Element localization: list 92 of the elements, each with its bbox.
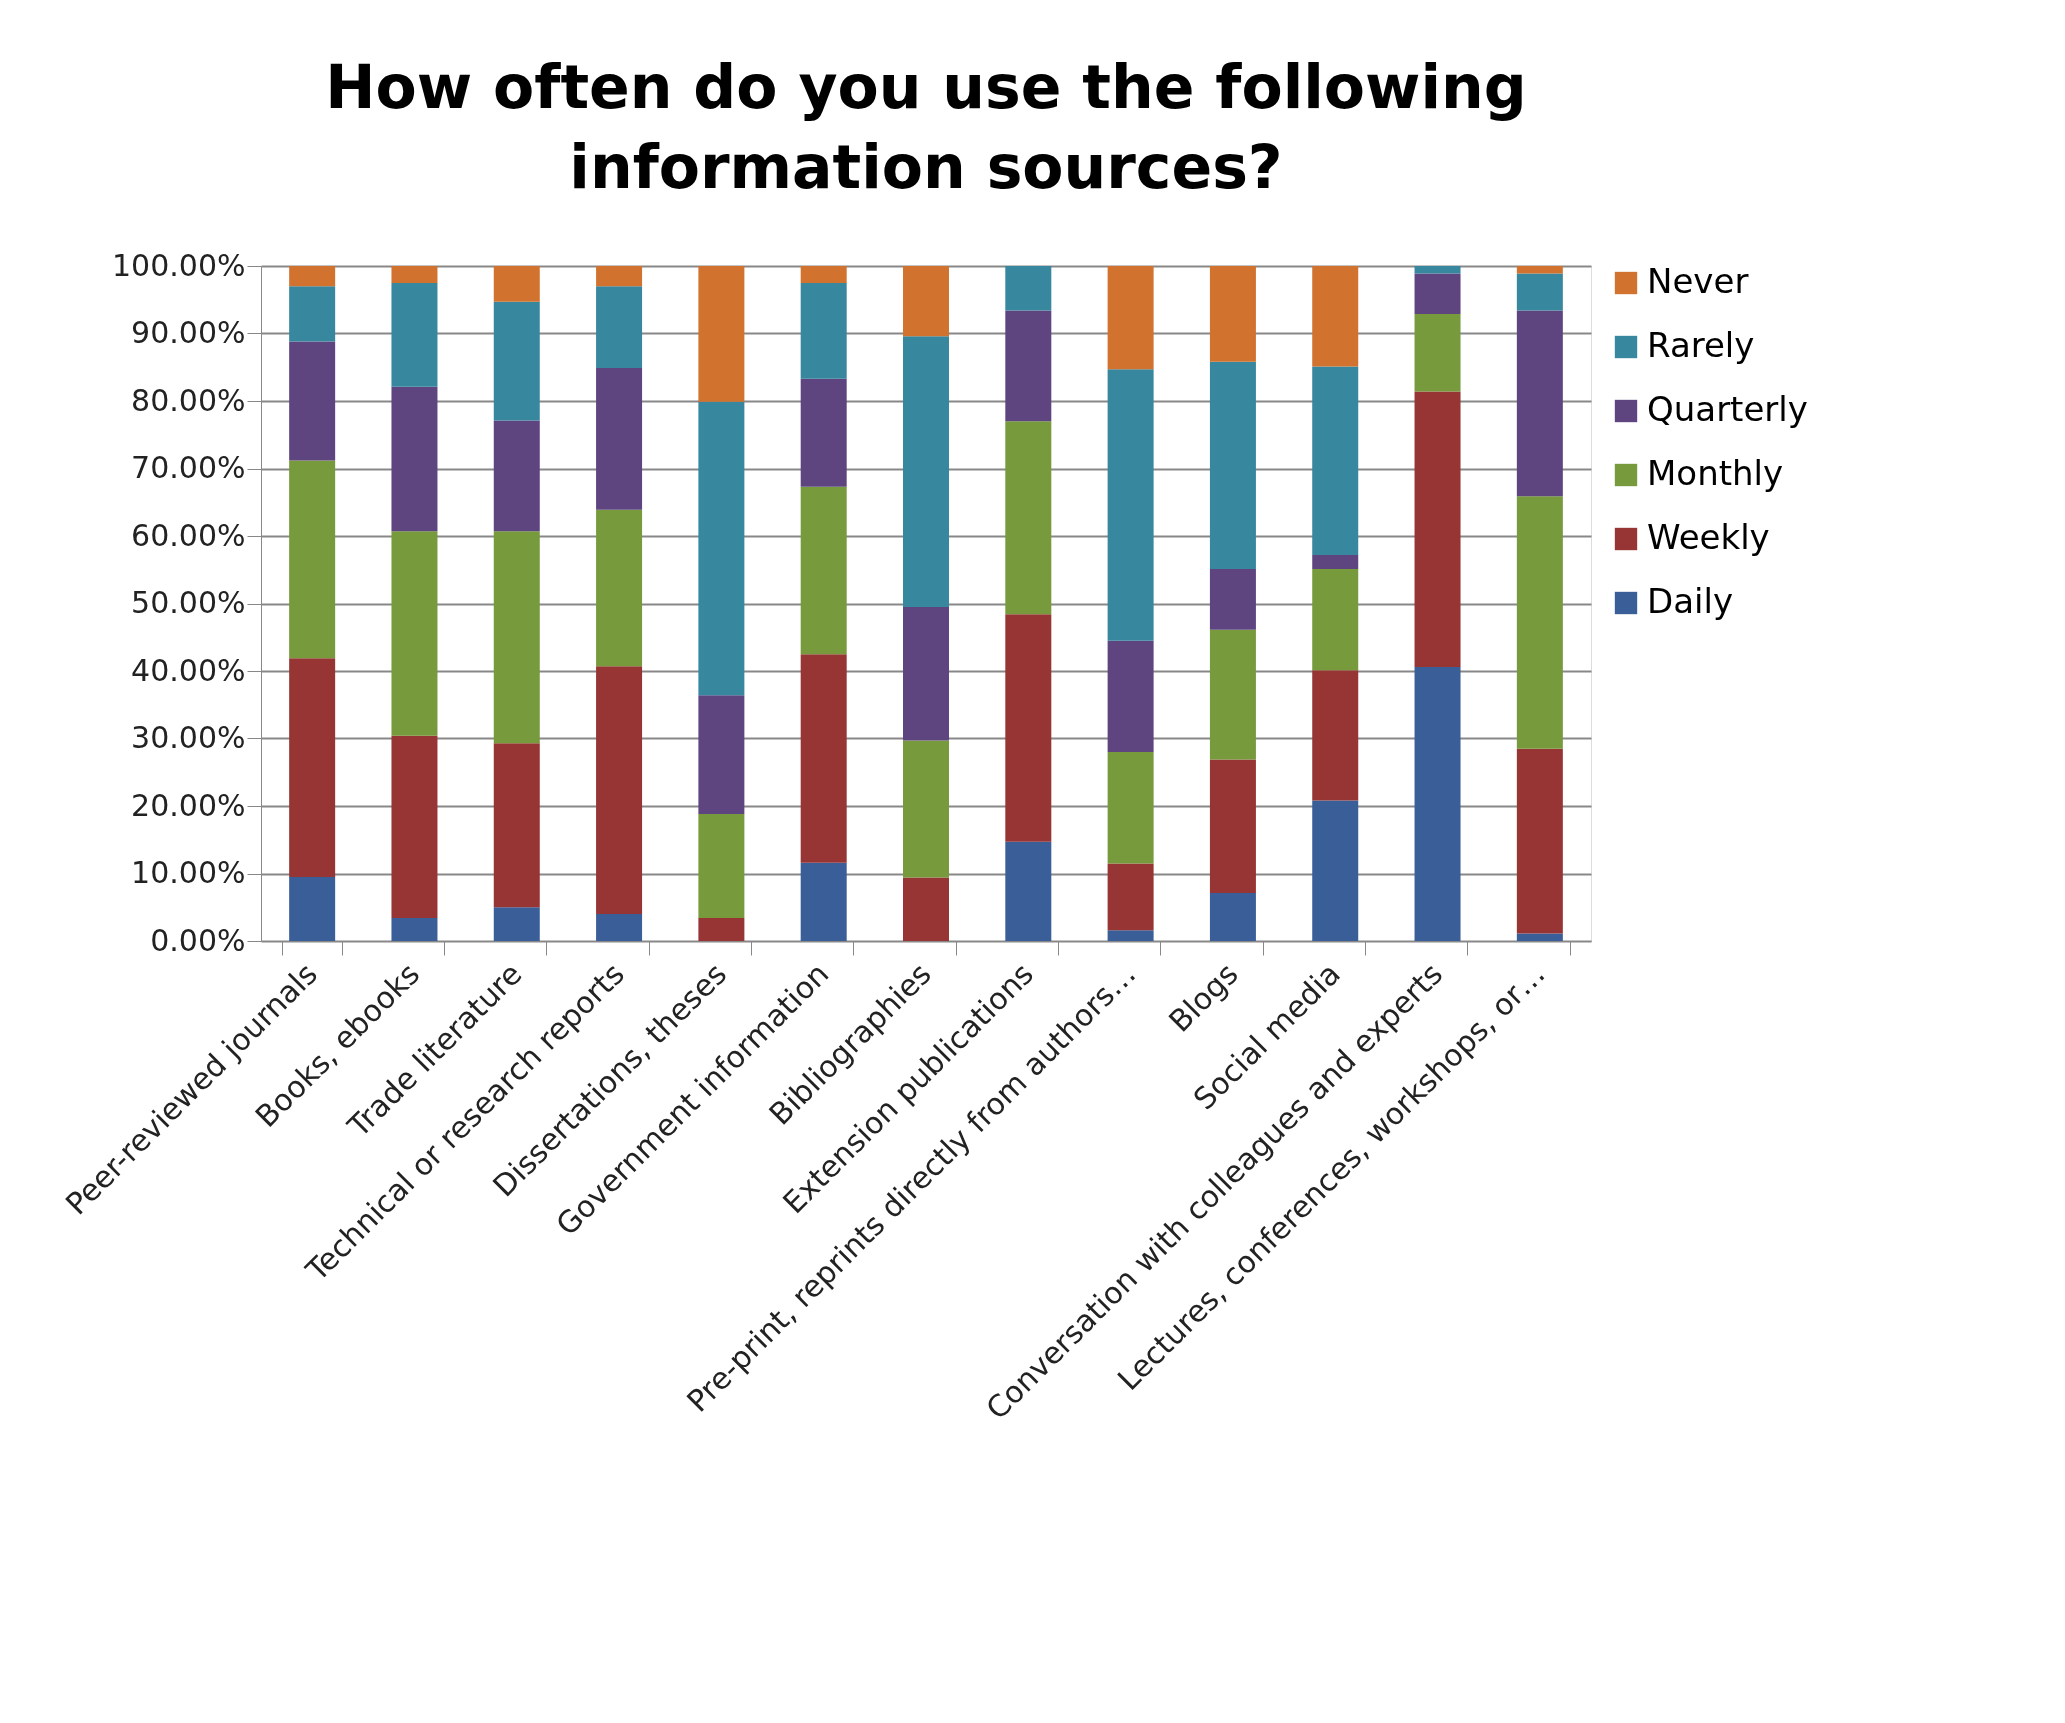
bar xyxy=(391,386,438,532)
bar xyxy=(596,266,643,287)
bar xyxy=(800,654,847,863)
y-tick-label: 20.00% xyxy=(131,787,246,823)
bar xyxy=(1209,266,1256,362)
bar xyxy=(391,531,438,736)
legend-label: Monthly xyxy=(1647,453,1784,493)
bar xyxy=(1312,366,1359,555)
bar xyxy=(493,301,540,421)
bar xyxy=(800,378,847,487)
bar xyxy=(1107,266,1154,370)
bar xyxy=(1005,310,1052,422)
y-tick-label: 30.00% xyxy=(131,720,246,755)
y-tick-label: 70.00% xyxy=(131,450,246,485)
bar xyxy=(1005,266,1052,311)
bar xyxy=(1107,640,1154,752)
bar xyxy=(493,907,540,941)
legend-label: Quarterly xyxy=(1647,389,1808,429)
bar xyxy=(800,486,847,655)
bar xyxy=(1414,391,1461,667)
bar xyxy=(1414,273,1461,314)
bar xyxy=(289,876,336,941)
bar xyxy=(1516,273,1563,311)
bar xyxy=(289,658,336,877)
bar xyxy=(1209,893,1256,941)
bar xyxy=(493,266,540,302)
bar xyxy=(903,606,949,741)
bar xyxy=(1516,748,1563,934)
bar xyxy=(903,266,949,337)
bar xyxy=(289,460,336,659)
y-tick-label: 50.00% xyxy=(131,585,246,620)
bar xyxy=(1516,266,1563,274)
chart-title: How often do you use the following information sources? xyxy=(325,52,1527,202)
bar xyxy=(1312,569,1359,671)
bar xyxy=(903,740,949,878)
bar xyxy=(800,282,847,379)
bar xyxy=(800,862,847,941)
bar xyxy=(493,420,540,532)
bar xyxy=(1516,933,1563,941)
bar xyxy=(698,814,745,919)
bar xyxy=(1312,800,1359,941)
bar xyxy=(1516,310,1563,497)
bar xyxy=(1209,629,1256,760)
bar xyxy=(391,266,438,283)
bar xyxy=(1312,554,1359,570)
bar xyxy=(1414,313,1461,392)
bar xyxy=(1107,930,1154,941)
bar xyxy=(1005,614,1052,842)
bar xyxy=(596,509,643,667)
bar xyxy=(1005,421,1052,615)
bar xyxy=(1107,369,1154,641)
y-tick-label: 10.00% xyxy=(131,855,246,890)
bar xyxy=(1209,759,1256,894)
bar xyxy=(289,286,336,342)
bar xyxy=(903,336,949,607)
y-tick-label: 80.00% xyxy=(131,382,246,418)
bar xyxy=(1107,752,1154,864)
bar xyxy=(596,286,643,368)
bar xyxy=(1414,666,1461,941)
bar xyxy=(698,695,745,815)
bar xyxy=(493,531,540,744)
bar xyxy=(698,266,745,402)
bar xyxy=(1414,266,1461,274)
legend-label: Never xyxy=(1647,261,1749,301)
bar xyxy=(596,367,643,510)
y-tick-label: 90.00% xyxy=(131,315,246,350)
bar xyxy=(698,401,745,696)
y-tick-label: 100.00% xyxy=(112,247,246,283)
y-tick-label: 40.00% xyxy=(131,652,246,688)
bar xyxy=(1107,863,1154,931)
bar xyxy=(596,666,643,914)
legend-label: Daily xyxy=(1647,581,1734,621)
bar xyxy=(698,918,745,941)
bar xyxy=(391,282,438,387)
bar xyxy=(391,918,438,941)
y-tick-label: 60.00% xyxy=(131,517,246,553)
bar xyxy=(1209,361,1256,570)
bar xyxy=(1209,569,1256,630)
legend-label: Weekly xyxy=(1647,517,1770,557)
legend-label: Rarely xyxy=(1647,325,1755,365)
y-tick-label: 0.00% xyxy=(150,922,246,958)
bar xyxy=(903,877,949,941)
bar xyxy=(289,341,336,461)
bar xyxy=(1005,841,1052,941)
bar xyxy=(596,914,643,941)
bar xyxy=(800,266,847,283)
bar xyxy=(1312,670,1359,801)
bar xyxy=(1312,266,1359,367)
bar xyxy=(289,266,336,287)
bar xyxy=(1516,496,1563,749)
bar xyxy=(391,735,438,919)
bar xyxy=(493,743,540,908)
